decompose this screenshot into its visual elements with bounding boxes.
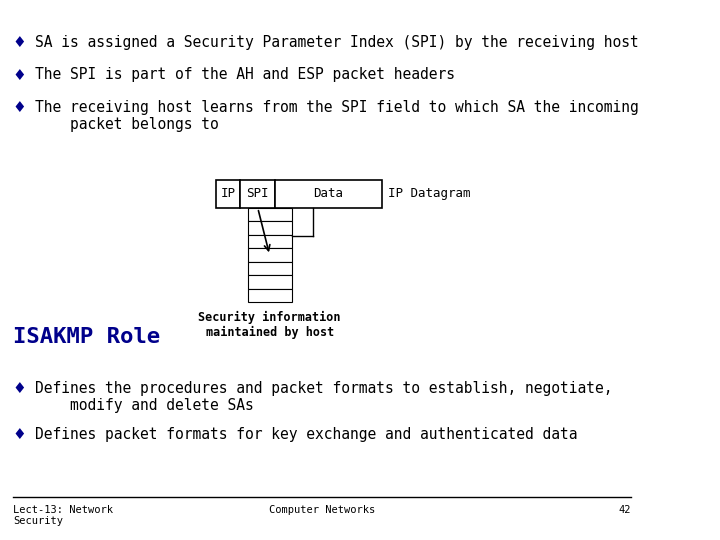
Bar xyxy=(248,248,292,262)
Bar xyxy=(248,208,292,221)
Text: Defines the procedures and packet formats to establish, negotiate,
    modify an: Defines the procedures and packet format… xyxy=(35,381,613,413)
Text: ♦: ♦ xyxy=(13,381,27,396)
Text: SPI: SPI xyxy=(246,187,269,200)
Text: ♦: ♦ xyxy=(13,68,27,83)
Text: The SPI is part of the AH and ESP packet headers: The SPI is part of the AH and ESP packet… xyxy=(35,68,455,83)
Bar xyxy=(215,180,240,208)
Bar xyxy=(248,221,292,235)
Text: ISAKMP Role: ISAKMP Role xyxy=(13,327,160,347)
Text: Lect-13: Network
Security: Lect-13: Network Security xyxy=(13,505,113,526)
Bar xyxy=(248,262,292,275)
Text: SA is assigned a Security Parameter Index (SPI) by the receiving host: SA is assigned a Security Parameter Inde… xyxy=(35,35,639,50)
Bar xyxy=(248,289,292,302)
Bar xyxy=(248,235,292,248)
Text: Defines packet formats for key exchange and authenticated data: Defines packet formats for key exchange … xyxy=(35,427,578,442)
Text: 42: 42 xyxy=(618,505,631,515)
Text: IP Datagram: IP Datagram xyxy=(388,187,471,200)
Text: ♦: ♦ xyxy=(13,35,27,50)
Bar xyxy=(240,180,276,208)
Text: The receiving host learns from the SPI field to which SA the incoming
    packet: The receiving host learns from the SPI f… xyxy=(35,100,639,132)
Text: Computer Networks: Computer Networks xyxy=(269,505,375,515)
Text: Security information
maintained by host: Security information maintained by host xyxy=(199,310,341,339)
Text: IP: IP xyxy=(220,187,235,200)
Text: ♦: ♦ xyxy=(13,100,27,115)
Text: ♦: ♦ xyxy=(13,427,27,442)
Bar xyxy=(248,275,292,289)
Text: Data: Data xyxy=(313,187,343,200)
Bar xyxy=(276,180,382,208)
